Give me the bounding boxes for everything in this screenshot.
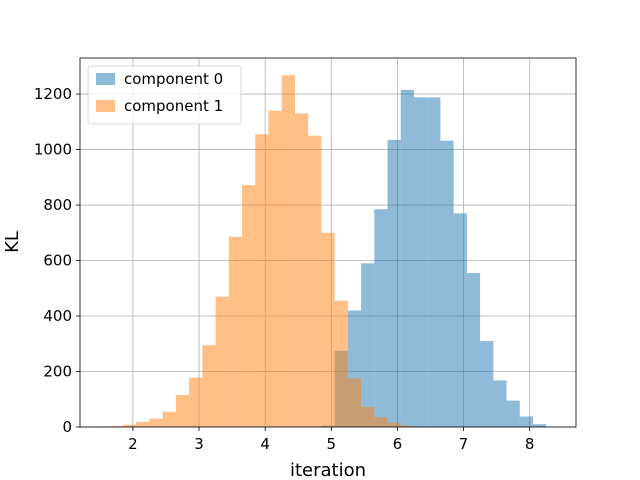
x-axis-label: iteration bbox=[290, 460, 366, 480]
series-component-0 bbox=[321, 89, 547, 428]
histogram-bar bbox=[334, 300, 348, 427]
histogram-bar bbox=[440, 140, 454, 427]
histogram-bar bbox=[109, 426, 123, 427]
histogram-bar bbox=[149, 418, 163, 427]
histogram-bar bbox=[242, 185, 256, 427]
legend-label-component-0: component 0 bbox=[124, 70, 223, 88]
histogram-bar bbox=[400, 89, 414, 428]
y-tick-label: 200 bbox=[43, 363, 72, 381]
legend-swatch-component-1 bbox=[96, 100, 115, 112]
x-tick-label: 3 bbox=[194, 435, 204, 453]
histogram-bar bbox=[361, 407, 375, 427]
histogram-bar bbox=[308, 135, 322, 427]
histogram-bar bbox=[215, 296, 229, 427]
histogram-bar bbox=[255, 134, 269, 427]
y-tick-label: 800 bbox=[43, 196, 72, 214]
histogram-bar bbox=[361, 263, 375, 427]
histogram-bar bbox=[202, 345, 216, 427]
plot-frame bbox=[79, 57, 577, 428]
histogram-bar bbox=[136, 422, 150, 427]
y-tick-label: 1200 bbox=[34, 85, 72, 103]
histogram-bar bbox=[374, 417, 388, 427]
legend-swatch-component-0 bbox=[96, 73, 115, 85]
legend: component 0 component 1 bbox=[87, 65, 242, 125]
histogram-bar bbox=[281, 75, 295, 427]
y-tick-label: 1000 bbox=[34, 141, 72, 159]
axis-ticks: 2 3 4 5 6 7 8 0 200 400 600 800 1000 1200 bbox=[34, 85, 535, 453]
y-tick-label: 0 bbox=[62, 418, 72, 436]
x-tick-label: 5 bbox=[327, 435, 337, 453]
histogram-bar bbox=[347, 378, 362, 427]
x-tick-label: 6 bbox=[393, 435, 403, 453]
histogram-bars bbox=[96, 75, 547, 428]
x-tick-label: 2 bbox=[128, 435, 138, 453]
histogram-bar bbox=[506, 400, 520, 427]
histogram-bar bbox=[374, 209, 388, 427]
histogram-bar bbox=[453, 213, 467, 427]
histogram-bar bbox=[480, 340, 494, 427]
histogram-bar bbox=[294, 113, 309, 428]
histogram-bar bbox=[413, 97, 428, 427]
x-tick-label: 7 bbox=[459, 435, 469, 453]
histogram-bar bbox=[400, 425, 414, 427]
histogram-bar bbox=[122, 424, 137, 427]
histogram-bar bbox=[162, 411, 176, 427]
legend-frame bbox=[87, 65, 242, 125]
series-component-1 bbox=[96, 75, 414, 428]
histogram-bar bbox=[175, 395, 190, 427]
x-tick-label: 4 bbox=[260, 435, 270, 453]
histogram-bar bbox=[466, 273, 481, 427]
histogram-bar bbox=[387, 139, 401, 427]
histogram-bar bbox=[228, 236, 243, 427]
histogram-bar bbox=[533, 424, 547, 427]
y-tick-label: 400 bbox=[43, 307, 72, 325]
histogram-bar bbox=[189, 377, 203, 427]
histogram-bar bbox=[493, 380, 507, 427]
histogram-bar bbox=[519, 416, 534, 427]
histogram-bar bbox=[268, 110, 282, 427]
histogram-bar bbox=[387, 422, 401, 427]
histogram-bar bbox=[321, 232, 335, 427]
x-tick-label: 8 bbox=[525, 435, 535, 453]
legend-label-component-1: component 1 bbox=[124, 97, 223, 115]
y-axis-label: KL bbox=[2, 231, 23, 253]
y-tick-label: 600 bbox=[43, 252, 72, 270]
histogram-bar bbox=[427, 97, 441, 427]
